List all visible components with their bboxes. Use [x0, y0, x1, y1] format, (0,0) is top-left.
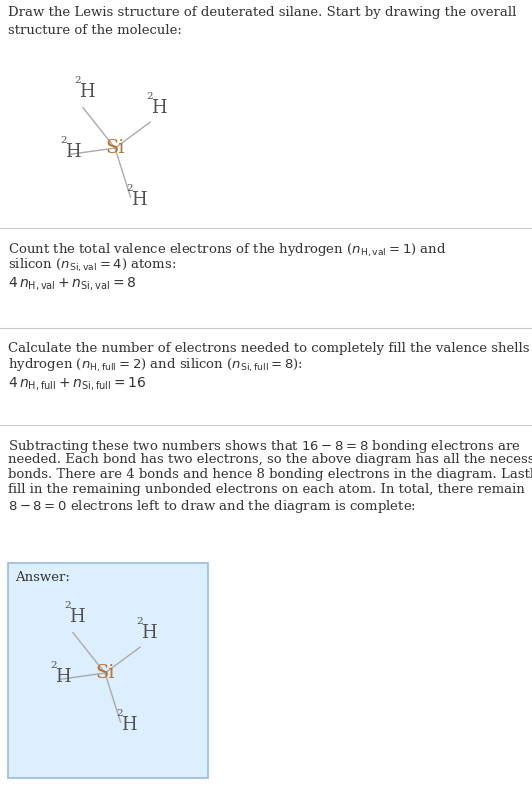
Text: bonds. There are 4 bonds and hence 8 bonding electrons in the diagram. Lastly,: bonds. There are 4 bonds and hence 8 bon… [8, 468, 532, 481]
Text: 2: 2 [64, 601, 71, 610]
Text: $8 - 8 = 0$ electrons left to draw and the diagram is complete:: $8 - 8 = 0$ electrons left to draw and t… [8, 498, 416, 515]
Text: Si: Si [105, 139, 124, 157]
Text: $4\, n_{\mathrm{H,full}} + n_{\mathrm{Si,full}} = 16$: $4\, n_{\mathrm{H,full}} + n_{\mathrm{Si… [8, 375, 146, 392]
Text: H: H [141, 624, 156, 642]
Text: Calculate the number of electrons needed to completely fill the valence shells f: Calculate the number of electrons needed… [8, 342, 532, 355]
Text: H: H [79, 83, 95, 101]
Text: H: H [69, 608, 85, 626]
Text: Draw the Lewis structure of deuterated silane. Start by drawing the overall
stru: Draw the Lewis structure of deuterated s… [8, 6, 517, 37]
Text: Subtracting these two numbers shows that $16 - 8 = 8$ bonding electrons are: Subtracting these two numbers shows that… [8, 438, 521, 455]
Text: hydrogen ($n_{\mathrm{H,full}} = 2$) and silicon ($n_{\mathrm{Si,full}} = 8$):: hydrogen ($n_{\mathrm{H,full}} = 2$) and… [8, 357, 303, 374]
Text: fill in the remaining unbonded electrons on each atom. In total, there remain: fill in the remaining unbonded electrons… [8, 483, 525, 496]
Text: 2: 2 [136, 617, 143, 626]
Text: silicon ($n_{\mathrm{Si,val}} = 4$) atoms:: silicon ($n_{\mathrm{Si,val}} = 4$) atom… [8, 257, 176, 274]
Text: 2: 2 [50, 661, 56, 670]
Text: H: H [151, 99, 167, 117]
Text: 2: 2 [126, 184, 132, 193]
Text: 2: 2 [74, 76, 81, 85]
Text: H: H [65, 143, 81, 161]
Text: Si: Si [95, 664, 115, 682]
Text: H: H [55, 668, 71, 686]
Text: Count the total valence electrons of the hydrogen ($n_{\mathrm{H,val}} = 1$) and: Count the total valence electrons of the… [8, 242, 446, 259]
Text: H: H [131, 191, 147, 209]
Text: Answer:: Answer: [15, 571, 70, 584]
Text: 2: 2 [116, 709, 122, 718]
Text: $4\, n_{\mathrm{H,val}} + n_{\mathrm{Si,val}} = 8$: $4\, n_{\mathrm{H,val}} + n_{\mathrm{Si,… [8, 275, 136, 292]
Text: 2: 2 [60, 136, 66, 145]
Text: 2: 2 [146, 92, 153, 101]
Text: needed. Each bond has two electrons, so the above diagram has all the necessary: needed. Each bond has two electrons, so … [8, 453, 532, 466]
FancyBboxPatch shape [8, 563, 208, 778]
Text: H: H [121, 716, 137, 734]
